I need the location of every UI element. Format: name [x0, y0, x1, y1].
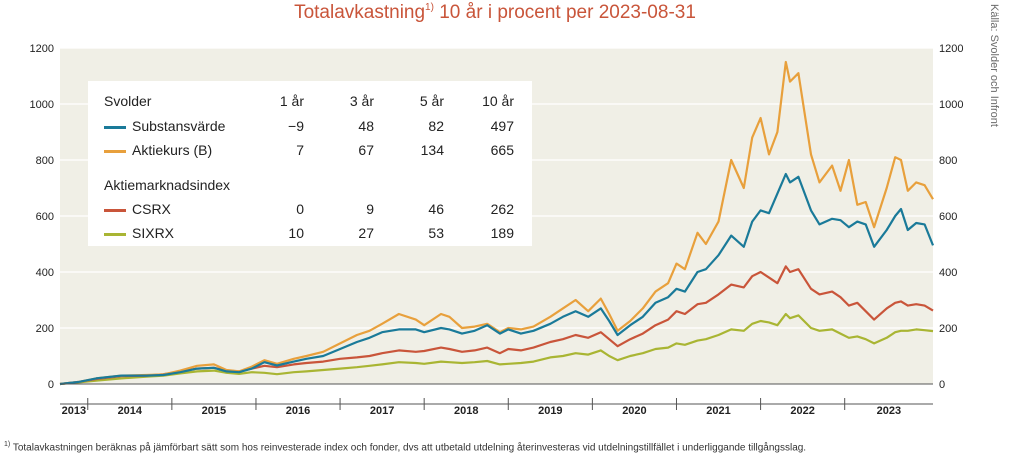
legend-group-index: Aktiemarknadsindex [104, 177, 231, 193]
y-tick-label-left: 800 [36, 155, 54, 167]
y-tick-label-right: 1000 [939, 99, 963, 111]
y-tick-label-left: 0 [48, 379, 54, 391]
legend-value: 27 [358, 225, 374, 241]
legend-value: 10 [288, 225, 304, 241]
y-tick-label-left: 200 [36, 323, 54, 335]
y-tick-label-right: 0 [939, 379, 945, 391]
legend-value: −9 [288, 118, 304, 134]
legend-label-substansvarde: Substansvärde [132, 118, 226, 134]
series-line-aktiekurs-b [59, 60, 934, 386]
legend-row-sixrx: SIXRX 10 27 53 189 [88, 223, 532, 243]
x-year-label: 2019 [538, 405, 562, 417]
y-tick-label-right: 1200 [939, 43, 963, 55]
legend-value: 189 [490, 225, 514, 241]
legend-value: 7 [296, 142, 304, 158]
legend-header-row: Svolder 1 år 3 år 5 år 10 år [88, 91, 532, 111]
legend-swatch-substansvarde [104, 126, 126, 129]
legend-value: 134 [420, 142, 444, 158]
legend-value: 497 [490, 118, 514, 134]
series-line-substansv-rde [59, 172, 935, 386]
legend-header-10y: 10 år [482, 93, 514, 109]
legend-header-1y: 1 år [279, 93, 304, 109]
y-tick-label-right: 400 [939, 267, 957, 279]
x-year-label: 2016 [286, 405, 310, 417]
legend-swatch-csrx [104, 209, 126, 212]
source-label: Källa: Svolder och Infront [988, 4, 1000, 127]
legend-value: 262 [490, 201, 514, 217]
legend-value: 0 [296, 201, 304, 217]
legend-row-aktiekurs: Aktiekurs (B) 7 67 134 665 [88, 140, 532, 160]
series-line-csrx [59, 265, 934, 386]
legend-label-csrx: CSRX [132, 201, 171, 217]
y-tick-label-right: 600 [939, 211, 957, 223]
y-tick-label-right: 800 [939, 155, 957, 167]
x-year-label: 2020 [622, 405, 646, 417]
legend-value: 9 [366, 201, 374, 217]
series-line-sixrx [59, 312, 934, 386]
legend-group-svolder: Svolder [104, 93, 152, 109]
legend-group2-row: Aktiemarknadsindex [88, 175, 532, 195]
legend-header-5y: 5 år [419, 93, 444, 109]
x-year-label: 2018 [454, 405, 478, 417]
legend-value: 82 [428, 118, 444, 134]
legend-table: Svolder 1 år 3 år 5 år 10 år Substansvär… [88, 81, 532, 246]
legend-swatch-sixrx [104, 233, 126, 236]
x-year-label: 2014 [118, 405, 143, 417]
footnote: 1) Totalavkastningen beräknas på jämförb… [4, 441, 807, 454]
y-tick-label-left: 1000 [30, 99, 54, 111]
legend-value: 665 [490, 142, 514, 158]
legend-swatch-aktiekurs [104, 150, 126, 153]
x-year-label: 2017 [370, 405, 394, 417]
legend-label-aktiekurs: Aktiekurs (B) [132, 142, 213, 158]
legend-label-sixrx: SIXRX [132, 225, 175, 241]
y-tick-label-left: 400 [36, 267, 54, 279]
y-tick-label-right: 200 [939, 323, 957, 335]
legend-header-3y: 3 år [349, 93, 374, 109]
legend-value: 53 [428, 225, 444, 241]
x-year-label: 2013 [62, 405, 86, 417]
x-year-label: 2023 [877, 405, 901, 417]
legend-row-csrx: CSRX 0 9 46 262 [88, 199, 532, 219]
legend-value: 48 [358, 118, 374, 134]
y-tick-label-left: 1200 [30, 43, 54, 55]
legend-value: 67 [358, 142, 374, 158]
legend-row-substansvarde: Substansvärde −9 48 82 497 [88, 116, 532, 136]
legend-value: 46 [428, 201, 444, 217]
x-year-label: 2022 [790, 405, 814, 417]
chart-title: Totalavkastning1) 10 år i procent per 20… [294, 2, 696, 23]
x-year-label: 2021 [706, 405, 730, 417]
x-year-label: 2015 [202, 405, 226, 417]
y-tick-label-left: 600 [36, 211, 54, 223]
